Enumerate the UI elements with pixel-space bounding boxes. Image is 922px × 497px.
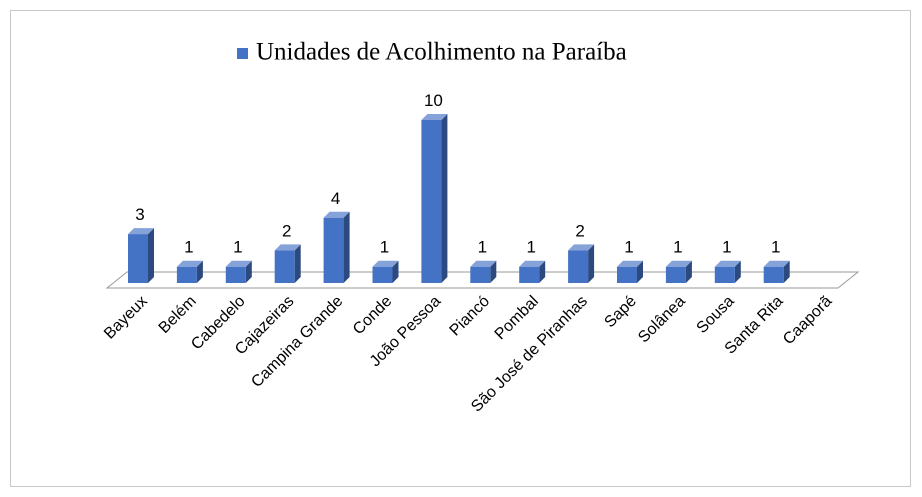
bar-side [490,260,497,283]
data-label: 1 [722,238,731,257]
bar [176,260,203,283]
bar-front [568,250,589,283]
bar-top [617,260,643,267]
bar-side [441,114,448,283]
bar-front [763,266,784,283]
bar-front [519,266,540,283]
bar-top [128,228,154,235]
bar-top [176,260,203,267]
bar-front [176,266,197,283]
bar-side [588,244,595,283]
chart-frame [10,10,911,487]
data-label: 1 [380,238,389,257]
bar-side [343,211,350,283]
bar-top [421,114,448,120]
bar [372,260,399,283]
bar-side [685,260,692,283]
bar-front [128,234,148,283]
bar [568,244,595,283]
legend-label: Unidades de Acolhimento na Paraíba [256,39,627,66]
bar-side [245,260,252,283]
bar-top [665,260,692,267]
bar-front [665,266,686,283]
bar-top [568,244,595,251]
bar [128,228,154,283]
bar-side [148,228,154,283]
bar-front [421,120,442,283]
bar-top [225,260,252,267]
bar-side [637,260,643,283]
bar-top [519,260,546,267]
bar-front [470,266,491,283]
data-label: 1 [478,238,487,257]
bar-top [714,260,741,267]
bar-front [372,266,393,283]
bar-side [783,260,790,283]
bar-front [714,266,735,283]
bar-top [763,260,790,267]
bar-front [323,217,344,283]
bar [714,260,741,283]
bar [421,114,448,283]
data-label: 1 [526,238,535,257]
data-label: 4 [331,189,340,208]
bar-top [470,260,497,267]
bar-top [274,244,301,251]
bar [763,260,790,283]
data-label: 10 [424,91,443,110]
data-label: 2 [282,221,291,240]
data-label: 1 [673,238,682,257]
bar [617,260,643,283]
bar-front [617,266,637,283]
bar [274,244,301,283]
bar-side [539,260,546,283]
bar-side [294,244,301,283]
data-label: 1 [184,238,193,257]
data-label: 1 [233,238,242,257]
data-label: 2 [575,221,584,240]
bar-top [323,211,350,218]
data-label: 1 [771,238,780,257]
bar-side [734,260,741,283]
bar-front [274,250,295,283]
bar-top [372,260,399,267]
bar [470,260,497,283]
bar [665,260,692,283]
bar [225,260,252,283]
bar-side [196,260,203,283]
legend-swatch [237,48,248,59]
bar [519,260,546,283]
bar-front [225,266,246,283]
bar-side [392,260,399,283]
data-label: 3 [135,205,144,224]
bar [323,211,350,283]
data-label: 1 [624,238,633,257]
